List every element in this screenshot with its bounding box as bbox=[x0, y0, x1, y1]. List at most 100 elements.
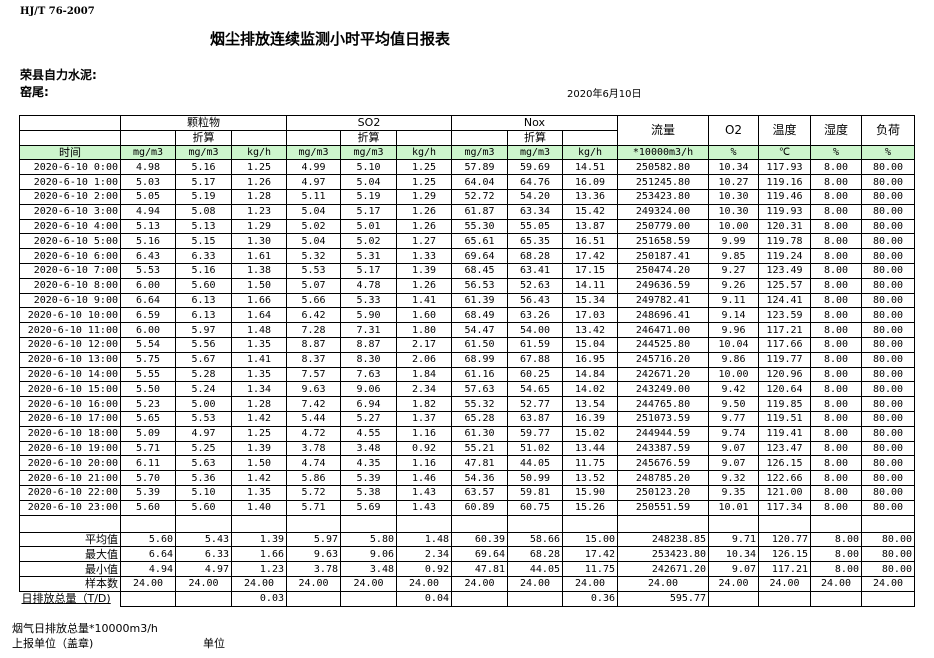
value-cell: 65.35 bbox=[507, 233, 563, 250]
value-cell: 10.00 bbox=[708, 366, 759, 383]
value-cell: 1.25 bbox=[231, 425, 287, 442]
value-cell: 80.00 bbox=[861, 248, 915, 264]
value-cell: 57.89 bbox=[451, 159, 508, 176]
value-cell: 1.43 bbox=[396, 484, 452, 501]
value-cell: 80.00 bbox=[861, 455, 915, 472]
value-cell: 246471.00 bbox=[617, 322, 709, 338]
unit-cell: mg/m3 bbox=[175, 144, 232, 161]
summary-value: 1.48 bbox=[396, 531, 452, 548]
daily-total-value: 0.04 bbox=[396, 590, 452, 607]
value-cell: 5.53 bbox=[286, 262, 341, 279]
table-row: 2020-6-10 10:00 6.59 6.13 1.64 6.42 5.90 1.60 6… bbox=[19, 307, 915, 324]
value-cell: 17.42 bbox=[562, 248, 618, 264]
table-row: 2020-6-10 21:00 5.70 5.36 1.42 5.86 5.39 1.46 5… bbox=[19, 470, 915, 486]
value-cell: 14.11 bbox=[562, 277, 618, 294]
value-cell: 5.50 bbox=[120, 381, 176, 398]
value-cell: 122.66 bbox=[758, 470, 811, 486]
summary-value: 24.00 bbox=[562, 575, 618, 592]
summary-value: 11.75 bbox=[562, 561, 618, 577]
value-cell: 123.47 bbox=[758, 440, 811, 457]
value-cell: 117.93 bbox=[758, 159, 811, 176]
value-cell: 244944.59 bbox=[617, 425, 709, 442]
summary-value: 8.00 bbox=[810, 546, 862, 563]
value-cell: 5.71 bbox=[286, 499, 341, 516]
summary-value: 2.34 bbox=[396, 546, 452, 563]
table-row: 2020-6-10 18:00 5.09 4.97 1.25 4.72 4.55 1.16 6… bbox=[19, 425, 915, 442]
value-cell: 5.04 bbox=[286, 203, 341, 220]
value-cell: 10.01 bbox=[708, 499, 759, 516]
converted-label: 折算 bbox=[175, 129, 232, 146]
value-cell: 8.00 bbox=[810, 307, 862, 324]
value-cell: 8.00 bbox=[810, 262, 862, 279]
value-cell: 1.46 bbox=[396, 470, 452, 486]
report-date: 2020年6月10日 bbox=[567, 89, 642, 100]
value-cell: 51.02 bbox=[507, 440, 563, 457]
value-cell: 61.59 bbox=[507, 336, 563, 353]
value-cell: 1.35 bbox=[231, 366, 287, 383]
summary-row: 样本数 24.00 24.00 24.00 24.00 24.00 24.00 24.00 24… bbox=[19, 575, 915, 592]
value-cell: 5.86 bbox=[286, 470, 341, 486]
time-cell: 2020-6-10 4:00 bbox=[19, 218, 121, 235]
value-cell: 119.46 bbox=[758, 188, 811, 205]
summary-label: 最大值 bbox=[19, 546, 121, 563]
value-cell: 68.28 bbox=[507, 248, 563, 264]
value-cell: 9.42 bbox=[708, 381, 759, 398]
value-cell: 63.87 bbox=[507, 410, 563, 427]
value-cell: 50.99 bbox=[507, 470, 563, 486]
value-cell: 5.16 bbox=[175, 262, 232, 279]
value-cell: 16.39 bbox=[562, 410, 618, 427]
value-cell: 5.33 bbox=[340, 292, 397, 309]
summary-value: 80.00 bbox=[861, 531, 915, 548]
value-cell: 6.13 bbox=[175, 292, 232, 309]
daily-total-value: 0.36 bbox=[562, 590, 618, 607]
value-cell: 0.92 bbox=[396, 440, 452, 457]
value-cell: 47.81 bbox=[451, 455, 508, 472]
value-cell: 6.42 bbox=[286, 307, 341, 324]
value-cell: 55.05 bbox=[507, 218, 563, 235]
daily-total-value bbox=[758, 590, 811, 607]
value-cell: 5.17 bbox=[340, 262, 397, 279]
value-cell: 5.19 bbox=[175, 188, 232, 205]
value-cell: 7.31 bbox=[340, 322, 397, 338]
value-cell: 55.21 bbox=[451, 440, 508, 457]
table-row: 2020-6-10 16:00 5.23 5.00 1.28 7.42 6.94 1.82 5… bbox=[19, 396, 915, 412]
value-cell: 5.66 bbox=[286, 292, 341, 309]
time-cell: 2020-6-10 10:00 bbox=[19, 307, 121, 324]
value-cell: 5.17 bbox=[175, 174, 232, 190]
report-title: 烟尘排放连续监测小时平均值日报表 bbox=[210, 30, 451, 48]
summary-value: 69.64 bbox=[451, 546, 508, 563]
value-cell: 56.53 bbox=[451, 277, 508, 294]
value-cell: 65.28 bbox=[451, 410, 508, 427]
value-cell: 54.47 bbox=[451, 322, 508, 338]
time-cell: 2020-6-10 0:00 bbox=[19, 159, 121, 176]
value-cell: 63.41 bbox=[507, 262, 563, 279]
value-cell: 249636.59 bbox=[617, 277, 709, 294]
value-cell: 8.00 bbox=[810, 159, 862, 176]
value-cell: 15.02 bbox=[562, 425, 618, 442]
summary-value: 6.33 bbox=[175, 546, 232, 563]
summary-value: 1.66 bbox=[231, 546, 287, 563]
summary-value: 253423.80 bbox=[617, 546, 709, 563]
value-cell: 4.97 bbox=[175, 425, 232, 442]
value-cell: 1.27 bbox=[396, 233, 452, 250]
value-cell: 57.63 bbox=[451, 381, 508, 398]
value-cell: 250123.20 bbox=[617, 484, 709, 501]
value-cell: 1.80 bbox=[396, 322, 452, 338]
table-row: 2020-6-10 5:00 5.16 5.15 1.30 5.04 5.02 1.27 65… bbox=[19, 233, 915, 250]
value-cell: 126.15 bbox=[758, 455, 811, 472]
value-cell: 63.57 bbox=[451, 484, 508, 501]
value-cell: 9.74 bbox=[708, 425, 759, 442]
summary-value: 242671.20 bbox=[617, 561, 709, 577]
value-cell: 250187.41 bbox=[617, 248, 709, 264]
value-cell: 9.50 bbox=[708, 396, 759, 412]
value-cell: 1.66 bbox=[231, 292, 287, 309]
value-cell: 8.00 bbox=[810, 410, 862, 427]
value-cell: 251073.59 bbox=[617, 410, 709, 427]
value-cell: 80.00 bbox=[861, 307, 915, 324]
summary-value: 9.71 bbox=[708, 531, 759, 548]
value-cell: 1.26 bbox=[396, 277, 452, 294]
company-name: 荣县自力水泥: bbox=[20, 68, 97, 82]
value-cell: 119.51 bbox=[758, 410, 811, 427]
value-cell: 5.19 bbox=[340, 188, 397, 205]
unit-cell: % bbox=[861, 144, 915, 161]
